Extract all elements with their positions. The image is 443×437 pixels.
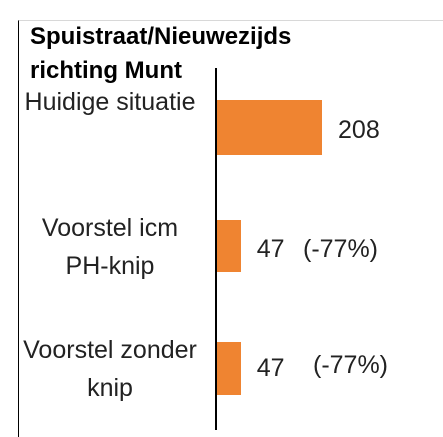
- bar: [217, 100, 323, 155]
- value-label: 47: [256, 235, 285, 263]
- value-label: 47: [256, 354, 285, 382]
- category-axis: [215, 68, 217, 430]
- value-label: 208: [338, 116, 380, 144]
- category-label: Voorstel icm PH-knip: [41, 214, 179, 280]
- category-label: Huidige situatie: [24, 88, 196, 116]
- change-label: (-77%): [313, 351, 389, 379]
- change-label: (-77%): [303, 235, 379, 263]
- category-label: Voorstel zonder knip: [23, 336, 197, 402]
- frame: [18, 20, 443, 437]
- bar: [217, 220, 241, 272]
- bar: [217, 342, 241, 395]
- chart-title: Spuistraat/Nieuwezijds richting Munt: [30, 23, 292, 84]
